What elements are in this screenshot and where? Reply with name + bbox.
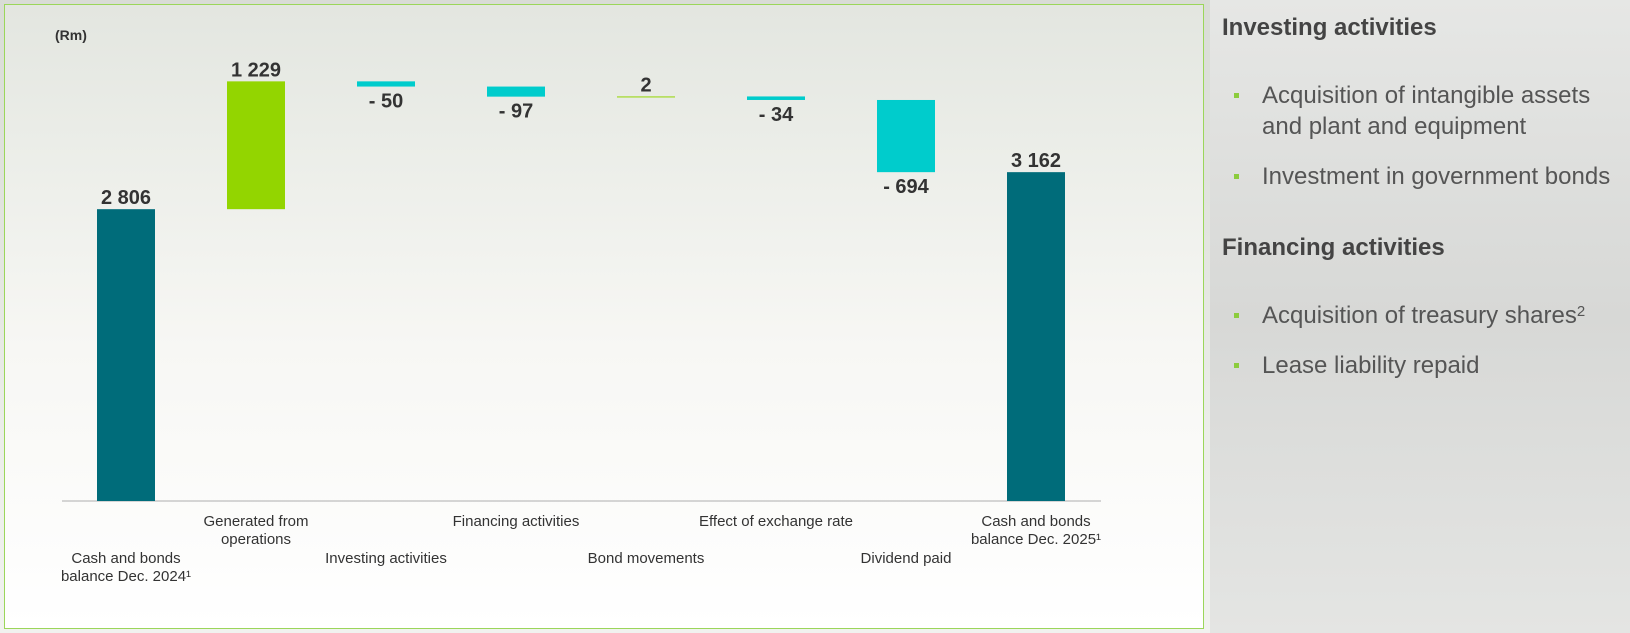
bullet-icon — [1234, 363, 1239, 368]
value-label: 3 162 — [1011, 150, 1061, 172]
value-label: 1 229 — [231, 59, 281, 81]
value-label: - 97 — [499, 101, 533, 123]
value-label: 2 — [640, 74, 651, 96]
category-label: Cash and bonds — [981, 513, 1090, 530]
bar-2 — [227, 81, 285, 210]
financing-list: Acquisition of treasury shares2 Lease li… — [1222, 300, 1622, 400]
value-label: - 34 — [759, 104, 794, 126]
side-panel: Investing activities Acquisition of inta… — [1210, 0, 1630, 633]
category-label: Effect of exchange rate — [699, 513, 853, 530]
value-label: 2 806 — [101, 187, 151, 209]
category-label: Generated from — [203, 513, 308, 530]
bar-1 — [97, 209, 155, 501]
bar-6 — [747, 96, 805, 100]
category-label: Investing activities — [325, 550, 447, 567]
list-item-text: Acquisition of intangible assets and pla… — [1262, 82, 1591, 140]
list-item-text: Lease liability repaid — [1262, 352, 1480, 379]
financing-heading: Financing activities — [1222, 234, 1445, 261]
value-label: - 694 — [883, 176, 929, 198]
list-item: Investment in government bonds — [1222, 161, 1622, 192]
category-label: Financing activities — [453, 513, 580, 530]
footnote-marker: 2 — [1576, 303, 1586, 320]
category-label: balance Dec. 2025¹ — [971, 531, 1101, 548]
category-label: operations — [221, 531, 291, 548]
bar-7 — [877, 99, 935, 173]
list-item-text: Investment in government bonds — [1262, 163, 1611, 190]
category-label: balance Dec. 2024¹ — [61, 568, 191, 585]
bar-5 — [617, 96, 675, 98]
category-label: Bond movements — [588, 550, 705, 567]
list-item-text: Acquisition of treasury shares — [1262, 302, 1577, 329]
list-item: Acquisition of treasury shares2 — [1222, 300, 1622, 331]
value-label: - 50 — [369, 91, 403, 113]
investing-heading: Investing activities — [1222, 14, 1437, 41]
list-item: Lease liability repaid — [1222, 350, 1622, 381]
bullet-icon — [1234, 174, 1239, 179]
bar-4 — [487, 86, 545, 97]
bullet-icon — [1234, 93, 1239, 98]
bar-8 — [1007, 172, 1065, 502]
bar-3 — [357, 81, 415, 87]
investing-list: Acquisition of intangible assets and pla… — [1222, 80, 1622, 211]
unit-label: (Rm) — [55, 27, 87, 43]
bullet-icon — [1234, 313, 1239, 318]
category-label: Cash and bonds — [71, 550, 180, 567]
category-label: Dividend paid — [861, 550, 952, 567]
chart-panel: (Rm) 2 806 Cash and bonds balance Dec. 202… — [4, 4, 1204, 629]
list-item: Acquisition of intangible assets and pla… — [1222, 80, 1622, 142]
